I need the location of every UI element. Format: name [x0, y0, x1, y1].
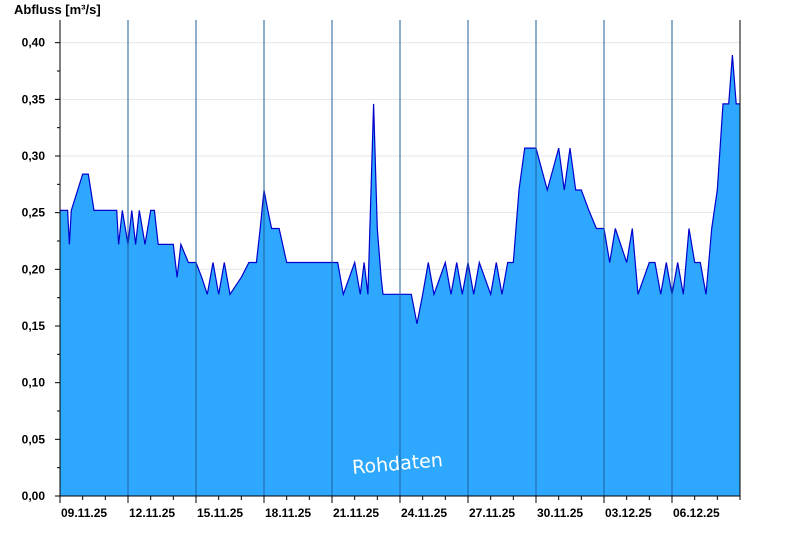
x-tick-label: 12.11.25: [129, 506, 175, 520]
y-tick-label: 0,40: [22, 36, 46, 50]
x-tick-label: 27.11.25: [469, 506, 515, 520]
discharge-line: [60, 55, 740, 324]
y-axis-title: Abfluss [m³/s]: [14, 2, 101, 17]
y-tick-label: 0,10: [22, 376, 46, 390]
x-tick-label: 09.11.25: [61, 506, 107, 520]
discharge-area: [60, 55, 740, 496]
y-tick-label: 0,05: [22, 432, 46, 446]
y-axis-ticks: 0,00 0,05 0,10 0,15 0,20 0,25 0,30 0,35 0,40: [22, 36, 60, 503]
x-axis-ticks: 09.11.25 12.11.25 15.11.25 18.11.25 21.11.25…: [59, 496, 741, 520]
y-tick-label: 0,15: [22, 319, 46, 333]
x-tick-label: 21.11.25: [333, 506, 379, 520]
y-tick-label: 0,25: [22, 206, 46, 220]
y-tick-label: 0,20: [22, 262, 46, 276]
x-tick-label: 18.11.25: [265, 506, 311, 520]
x-tick-label: 06.12.25: [673, 506, 720, 520]
x-tick-label: 30.11.25: [537, 506, 583, 520]
y-tick-label: 0,30: [22, 149, 46, 163]
x-tick-label: 03.12.25: [605, 506, 652, 520]
y-tick-label: 0,00: [22, 489, 46, 503]
area-layer: [60, 55, 740, 496]
y-tick-label: 0,35: [22, 92, 46, 106]
x-tick-label: 15.11.25: [197, 506, 243, 520]
x-tick-label: 24.11.25: [401, 506, 447, 520]
day-separator-lines: [127, 20, 673, 496]
